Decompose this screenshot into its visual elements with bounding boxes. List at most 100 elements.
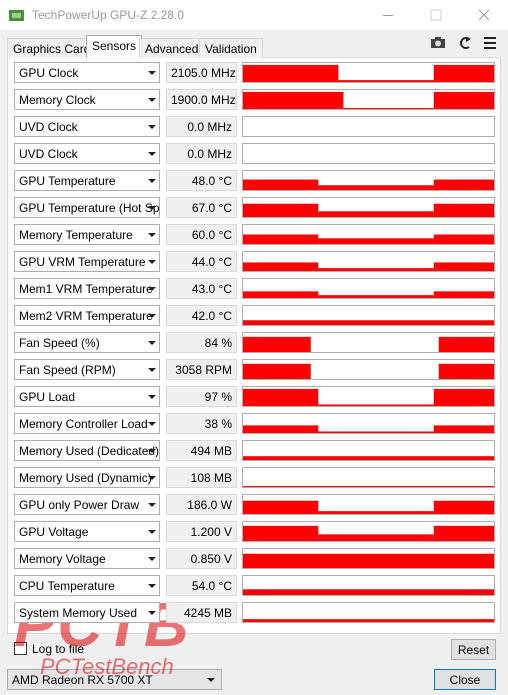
graph-fill xyxy=(318,404,434,406)
tab[interactable]: Advanced xyxy=(139,38,205,58)
window-controls[interactable] xyxy=(378,8,498,23)
sensor-name[interactable]: Mem1 VRM Temperature xyxy=(14,278,160,299)
sensor-value: 1.200 V xyxy=(166,521,237,542)
graph-fill xyxy=(243,91,344,109)
dropdown-arrow xyxy=(148,611,156,615)
sensor-graph xyxy=(242,197,495,218)
graph-fill xyxy=(318,211,434,217)
sensor-name[interactable]: Memory Voltage xyxy=(14,548,160,569)
graph-plot xyxy=(243,425,494,433)
sensor-value: 0.850 V xyxy=(166,548,237,569)
sensor-name[interactable]: System Memory Used xyxy=(14,602,160,623)
sensor-graph xyxy=(242,143,495,164)
sensor-value: 42.0 °C xyxy=(166,305,237,326)
sensor-name[interactable]: Memory Clock xyxy=(14,89,160,110)
sensor-value: 0.0 MHz xyxy=(166,116,237,137)
sensor-name[interactable]: UVD Clock xyxy=(14,116,160,137)
sensor-name[interactable]: Memory Used (Dynamic) xyxy=(14,467,160,488)
graph-plot xyxy=(243,486,494,487)
graph-plot xyxy=(243,363,494,379)
dropdown-arrow xyxy=(148,233,156,237)
graph-plot xyxy=(243,456,494,460)
gpu-select[interactable]: AMD Radeon RX 5700 XT xyxy=(7,669,222,690)
sensor-value: 3058 RPM xyxy=(166,359,237,380)
sensor-name[interactable]: GPU Voltage xyxy=(14,521,160,542)
toolbar-icons[interactable] xyxy=(428,34,500,52)
log-checkbox[interactable] xyxy=(14,642,27,655)
title-bar: TechPowerUp GPU-Z 2.28.0 xyxy=(0,0,508,30)
sensor-graph xyxy=(242,602,495,623)
sensor-graph xyxy=(242,116,495,137)
sensor-graph xyxy=(242,494,495,515)
graph-fill xyxy=(433,203,494,217)
dropdown-arrow xyxy=(148,152,156,156)
dropdown-arrow xyxy=(148,341,156,345)
sensor-graph xyxy=(242,305,495,326)
sensor-name[interactable]: GPU Temperature (Hot Spot) xyxy=(14,197,160,218)
graph-fill xyxy=(243,291,319,298)
graph-plot xyxy=(243,320,494,325)
graph-fill xyxy=(433,262,494,271)
sensor-value: 186.0 W xyxy=(166,494,237,515)
dropdown-arrow xyxy=(148,449,156,453)
graph-plot xyxy=(243,619,494,622)
log-label[interactable]: Log to file xyxy=(32,642,85,656)
graph-plot xyxy=(243,500,494,514)
dropdown-arrow xyxy=(148,260,156,264)
graph-plot xyxy=(243,553,494,568)
graph-fill xyxy=(343,108,434,109)
sensor-value: 0.0 MHz xyxy=(166,143,237,164)
graph-fill xyxy=(318,238,434,244)
sensor-graph xyxy=(242,224,495,245)
graph-fill xyxy=(243,336,311,352)
graph-fill xyxy=(243,553,494,568)
sensor-name[interactable]: Fan Speed (%) xyxy=(14,332,160,353)
sensor-name[interactable]: GPU only Power Draw xyxy=(14,494,160,515)
graph-fill xyxy=(243,500,319,514)
graph-fill xyxy=(433,179,494,190)
dropdown-arrow xyxy=(148,287,156,291)
sensor-name[interactable]: GPU Temperature xyxy=(14,170,160,191)
sensor-name[interactable]: Memory Temperature xyxy=(14,224,160,245)
sensor-graph xyxy=(242,332,495,353)
dropdown-arrow xyxy=(148,530,156,534)
graph-fill xyxy=(318,185,434,190)
sensor-value: 54.0 °C xyxy=(166,575,237,596)
graph-plot xyxy=(243,64,494,82)
sensor-graph xyxy=(242,62,495,83)
gpu-select-arrow xyxy=(207,678,215,682)
sensor-graph xyxy=(242,440,495,461)
graph-fill xyxy=(433,388,494,406)
dropdown-arrow xyxy=(148,395,156,399)
dropdown-arrow xyxy=(148,179,156,183)
sensor-graph xyxy=(242,548,495,569)
sensor-value: 43.0 °C xyxy=(166,278,237,299)
sensor-name[interactable]: GPU Clock xyxy=(14,62,160,83)
tab[interactable]: Graphics Card xyxy=(7,38,97,58)
sensor-name[interactable]: Memory Used (Dedicated) xyxy=(14,440,160,461)
sensor-name[interactable]: Fan Speed (RPM) xyxy=(14,359,160,380)
sensor-graph xyxy=(242,467,495,488)
dropdown-arrow xyxy=(148,125,156,129)
sensor-name[interactable]: Mem2 VRM Temperature xyxy=(14,305,160,326)
sensor-name[interactable]: CPU Temperature xyxy=(14,575,160,596)
sensor-graph xyxy=(242,386,495,407)
reset-button[interactable]: Reset xyxy=(451,639,496,660)
graph-fill xyxy=(318,295,434,298)
sensor-value: 60.0 °C xyxy=(166,224,237,245)
tab[interactable]: Validation xyxy=(199,38,263,58)
graph-fill xyxy=(243,64,339,82)
sensor-name[interactable]: GPU Load xyxy=(14,386,160,407)
graph-plot xyxy=(243,336,494,352)
sensor-value: 44.0 °C xyxy=(166,251,237,272)
sensor-name[interactable]: GPU VRM Temperature xyxy=(14,251,160,272)
sensor-graph xyxy=(242,278,495,299)
graph-plot xyxy=(243,388,494,406)
sensor-graph xyxy=(242,521,495,542)
sensor-name[interactable]: UVD Clock xyxy=(14,143,160,164)
tab[interactable]: Sensors xyxy=(86,35,143,58)
graph-fill xyxy=(243,179,319,190)
sensor-name[interactable]: Memory Controller Load xyxy=(14,413,160,434)
close-button[interactable]: Close xyxy=(434,669,496,690)
